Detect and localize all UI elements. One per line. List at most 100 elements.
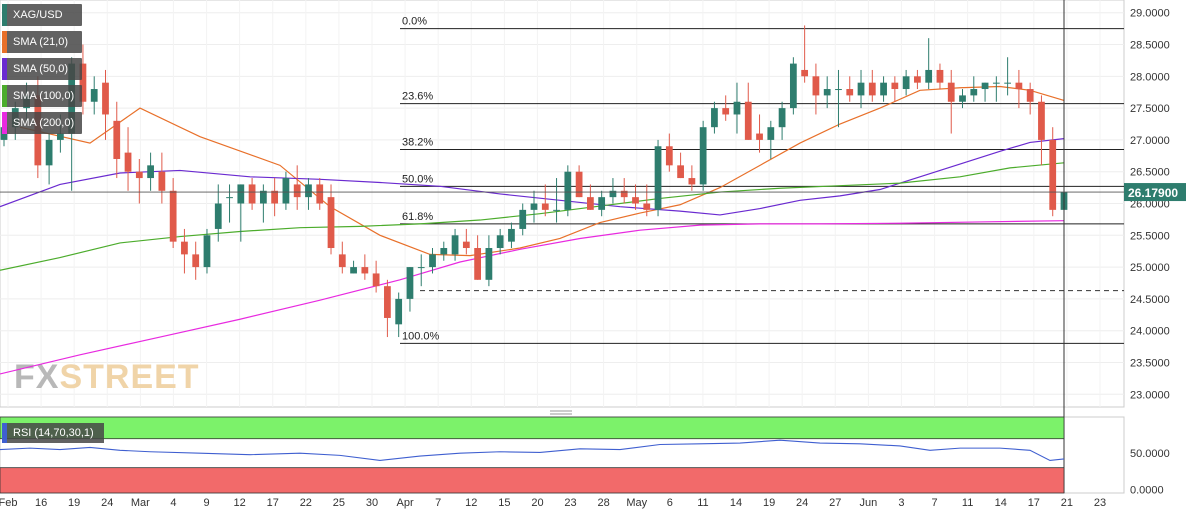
swatch-icon [2, 4, 7, 26]
candle-body [135, 171, 143, 179]
candle-body [1038, 101, 1045, 140]
rsi-overbought-zone [0, 416, 1065, 440]
x-tick-label: 23 [1094, 497, 1106, 509]
candle-body [395, 298, 403, 325]
candle-body [711, 108, 718, 128]
candle-body [891, 82, 899, 90]
x-tick-label: 6 [667, 497, 673, 509]
x-tick-label: 20 [531, 497, 543, 509]
y-tick-label: 25.5000 [1130, 230, 1170, 242]
candle-body [203, 235, 211, 268]
x-tick-label: 25 [333, 497, 345, 509]
legend-label: SMA (200,0) [13, 117, 75, 129]
x-tick-label: 9 [203, 497, 209, 509]
candle-body [654, 146, 662, 210]
candle-body [259, 190, 267, 204]
candle-layer[interactable] [0, 25, 1068, 338]
x-tick-label: 4 [170, 497, 176, 509]
swatch-icon [2, 112, 7, 134]
candle-body [789, 63, 797, 109]
candle-body [293, 184, 301, 198]
x-axis: Feb 16 19 24 Mar 4 9 12 17 22 25 30 Apr 7 12 15 20 23 28 Ma… [0, 0, 1106, 509]
candle-body [169, 190, 177, 242]
x-tick-label: May [626, 497, 647, 509]
y-tick-label: 23.5000 [1130, 357, 1170, 369]
candle-body [609, 190, 617, 198]
candle-body [620, 190, 628, 198]
candle-body [372, 273, 380, 287]
rsi-tick-label: 50.0000 [1130, 448, 1170, 460]
x-tick-label: 11 [697, 497, 708, 509]
x-tick-label: 12 [234, 497, 246, 509]
candle-body [778, 108, 786, 128]
y-tick-label: 26.0000 [1130, 199, 1170, 211]
legend-item-sma100[interactable]: SMA (100,0) [2, 85, 83, 107]
fib-label: 61.8% [402, 211, 433, 223]
legend-label: SMA (100,0) [13, 90, 75, 102]
sma-line [0, 162, 1065, 271]
fib-label: 50.0% [402, 173, 433, 185]
x-tick-label: 17 [1028, 497, 1040, 509]
candle-body [124, 152, 132, 172]
legend-item-sma50[interactable]: SMA (50,0) [2, 58, 83, 80]
candle-body [271, 190, 279, 204]
y-tick-label: 25.0000 [1130, 262, 1170, 274]
candle-body [812, 76, 820, 96]
fib-label: 23.6% [402, 91, 433, 103]
price-tag-text: 26.17900 [1128, 186, 1178, 200]
candle-body [553, 209, 560, 211]
rsi-layer: 50.0000 0.0000 [0, 416, 1170, 496]
candle-body [327, 197, 335, 249]
legend: XAG/USD SMA (21,0) SMA (50,0) SMA (100,0… [2, 4, 83, 139]
legend-item-xagusd[interactable]: XAG/USD [2, 4, 83, 26]
candle-body [1004, 82, 1011, 84]
candle-body [541, 203, 549, 210]
watermark-text: FXSTREET [14, 358, 200, 396]
legend-item-sma21[interactable]: SMA (21,0) [2, 31, 83, 53]
candle-body [868, 82, 876, 96]
candle-body [767, 127, 775, 140]
rsi-line [0, 439, 1065, 461]
candle-body [632, 197, 639, 204]
candle-body [248, 184, 256, 204]
legend-item-sma200[interactable]: SMA (200,0) [2, 112, 83, 134]
candle-body [1015, 82, 1023, 90]
candle-body [496, 235, 504, 249]
candle-body [756, 133, 763, 140]
y-tick-label: 23.0000 [1130, 389, 1170, 401]
legend-label: SMA (50,0) [13, 63, 69, 75]
candle-body [575, 171, 583, 198]
swatch-icon [2, 31, 7, 53]
candle-body [688, 178, 696, 185]
candle-body [451, 235, 459, 255]
fib-label: 0.0% [402, 16, 427, 28]
candle-body [959, 95, 966, 102]
candle-body [846, 89, 854, 96]
candle-body [722, 108, 730, 115]
candle-body [429, 254, 436, 268]
rsi-legend[interactable]: RSI (14,70,30,1) [2, 423, 104, 443]
x-tick-label: 23 [564, 497, 576, 509]
candle-body [880, 82, 887, 96]
fib-label: 38.2% [402, 136, 433, 148]
x-tick-label: Jun [859, 497, 877, 509]
candle-body [316, 184, 324, 204]
candle-body [981, 82, 989, 90]
price-tag: 26.17900 [0, 183, 1186, 202]
candle-body [936, 69, 944, 83]
candle-body [1049, 139, 1057, 210]
x-tick-label: 19 [763, 497, 775, 509]
y-tick-label: 28.5000 [1130, 40, 1170, 52]
y-tick-label: 24.5000 [1130, 294, 1170, 306]
candle-body [158, 171, 166, 191]
candle-body [801, 69, 809, 77]
x-tick-label: 3 [898, 497, 904, 509]
candle-body [643, 203, 651, 210]
candle-body [1026, 89, 1034, 102]
candle-body [45, 139, 53, 166]
candle-body [823, 89, 831, 96]
candle-body [835, 89, 842, 91]
candle-body [733, 101, 741, 115]
